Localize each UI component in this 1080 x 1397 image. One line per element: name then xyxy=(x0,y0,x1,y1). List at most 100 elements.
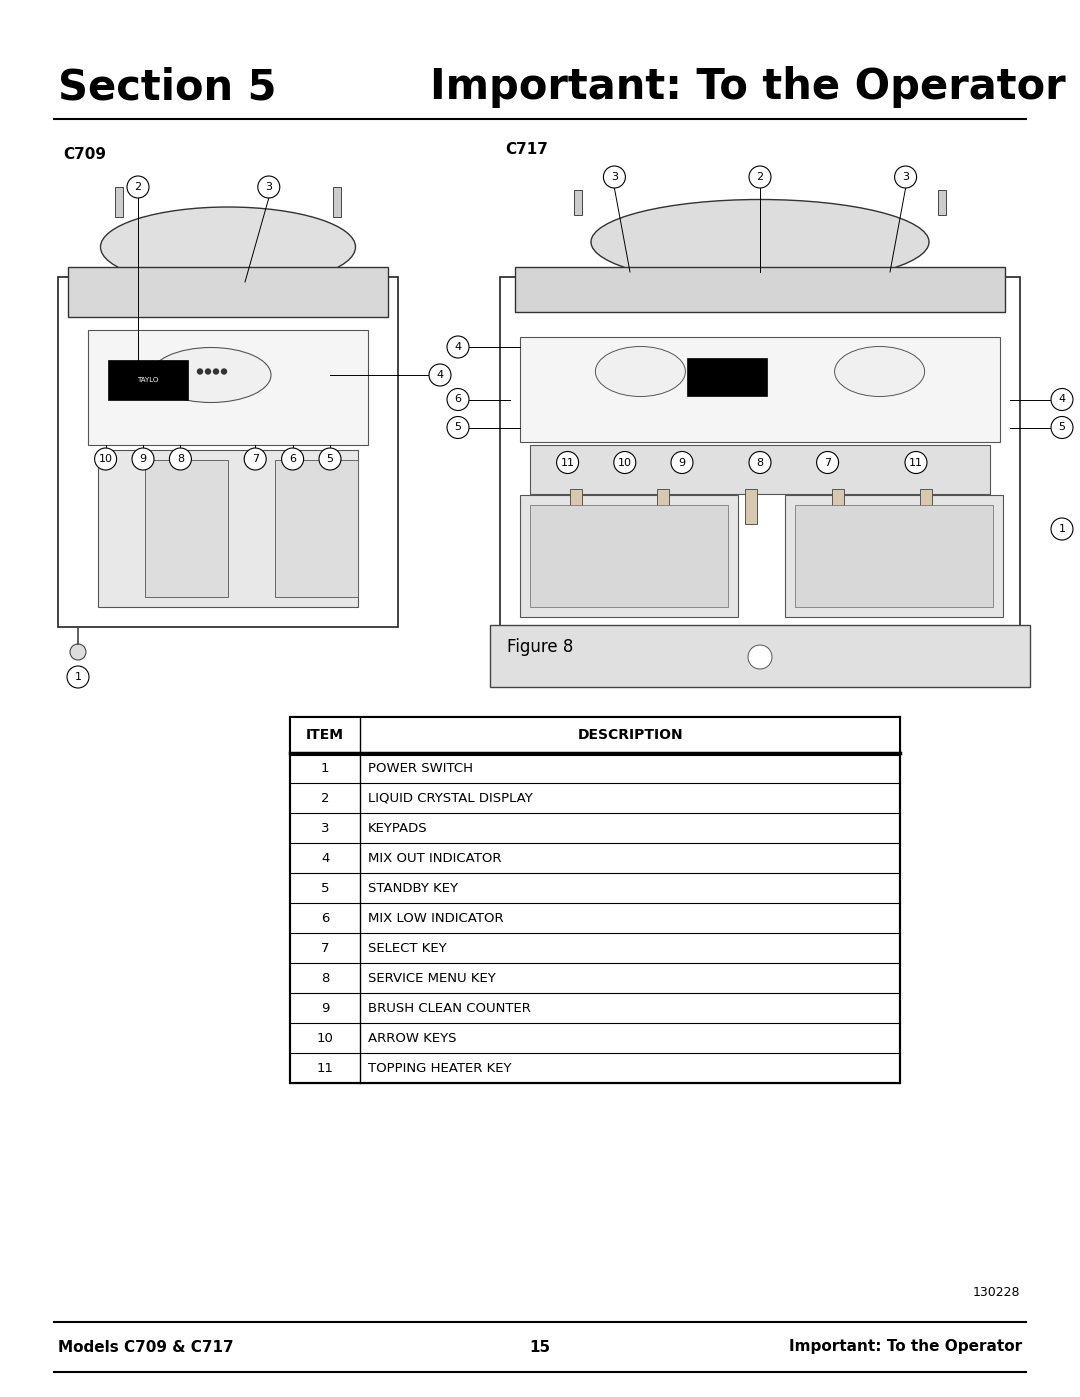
Circle shape xyxy=(258,176,280,198)
Text: 7: 7 xyxy=(321,942,329,954)
Text: 3: 3 xyxy=(266,182,272,191)
Text: 4: 4 xyxy=(1058,394,1066,405)
Ellipse shape xyxy=(151,348,271,402)
Circle shape xyxy=(671,451,693,474)
Text: BRUSH CLEAN COUNTER: BRUSH CLEAN COUNTER xyxy=(368,1002,531,1014)
Bar xyxy=(108,359,188,400)
Circle shape xyxy=(214,369,218,374)
Text: 8: 8 xyxy=(756,457,764,468)
Circle shape xyxy=(67,666,89,687)
Circle shape xyxy=(429,365,451,386)
Circle shape xyxy=(95,448,117,469)
Bar xyxy=(500,277,1020,627)
Text: 4: 4 xyxy=(436,370,444,380)
Text: Section 5: Section 5 xyxy=(58,66,276,108)
Circle shape xyxy=(447,337,469,358)
Circle shape xyxy=(170,448,191,469)
Circle shape xyxy=(70,644,86,659)
Text: 15: 15 xyxy=(529,1340,551,1355)
Text: 1: 1 xyxy=(75,672,81,682)
Bar xyxy=(687,358,767,395)
Circle shape xyxy=(447,416,469,439)
Circle shape xyxy=(132,448,154,469)
Bar xyxy=(87,330,368,446)
Text: 4: 4 xyxy=(455,342,461,352)
Text: Figure 8: Figure 8 xyxy=(507,638,573,657)
Circle shape xyxy=(905,451,927,474)
Bar xyxy=(58,277,399,627)
Text: 2: 2 xyxy=(321,792,329,805)
Bar xyxy=(68,267,388,317)
Circle shape xyxy=(282,448,303,469)
Circle shape xyxy=(750,166,771,189)
Bar xyxy=(795,504,994,608)
Text: 8: 8 xyxy=(177,454,184,464)
Text: 2: 2 xyxy=(134,182,141,191)
Bar xyxy=(530,446,990,495)
Circle shape xyxy=(205,369,211,374)
Text: TAYLO: TAYLO xyxy=(137,377,159,383)
Text: 1: 1 xyxy=(1058,524,1066,534)
Bar xyxy=(745,489,757,524)
Circle shape xyxy=(748,645,772,669)
Circle shape xyxy=(604,166,625,189)
Text: 7: 7 xyxy=(824,457,832,468)
Circle shape xyxy=(1051,518,1074,541)
Circle shape xyxy=(127,176,149,198)
Text: 9: 9 xyxy=(678,457,686,468)
Circle shape xyxy=(319,448,341,469)
Text: MIX LOW INDICATOR: MIX LOW INDICATOR xyxy=(368,911,503,925)
Text: Important: To the Operator: Important: To the Operator xyxy=(430,66,1066,108)
Text: 5: 5 xyxy=(321,882,329,894)
Text: 7: 7 xyxy=(252,454,259,464)
Bar xyxy=(333,187,341,217)
Text: 8: 8 xyxy=(321,971,329,985)
Text: STANDBY KEY: STANDBY KEY xyxy=(368,882,458,894)
Text: 6: 6 xyxy=(455,394,461,405)
Circle shape xyxy=(816,451,838,474)
Circle shape xyxy=(1051,388,1074,411)
Circle shape xyxy=(447,388,469,411)
Text: 10: 10 xyxy=(316,1031,334,1045)
Circle shape xyxy=(1051,416,1074,439)
Ellipse shape xyxy=(835,346,924,397)
Text: 2: 2 xyxy=(756,172,764,182)
Text: 5: 5 xyxy=(455,422,461,433)
Text: 4: 4 xyxy=(321,852,329,865)
Text: Important: To the Operator: Important: To the Operator xyxy=(788,1340,1022,1355)
Bar xyxy=(919,489,932,524)
Text: ARROW KEYS: ARROW KEYS xyxy=(368,1031,457,1045)
Circle shape xyxy=(244,448,266,469)
Text: KEYPADS: KEYPADS xyxy=(368,821,428,834)
Bar xyxy=(939,190,946,215)
Text: 11: 11 xyxy=(909,457,923,468)
Bar xyxy=(291,717,900,1083)
Text: DESCRIPTION: DESCRIPTION xyxy=(578,728,683,742)
Text: 6: 6 xyxy=(289,454,296,464)
Bar xyxy=(573,190,582,215)
Circle shape xyxy=(750,451,771,474)
Bar xyxy=(515,267,1005,312)
Ellipse shape xyxy=(100,207,355,286)
Bar xyxy=(785,495,1003,617)
Bar xyxy=(833,489,845,524)
Text: 11: 11 xyxy=(561,457,575,468)
Text: 5: 5 xyxy=(326,454,334,464)
Text: 1: 1 xyxy=(321,761,329,774)
Text: 9: 9 xyxy=(139,454,147,464)
Text: 3: 3 xyxy=(611,172,618,182)
Bar xyxy=(98,450,357,608)
Text: LIQUID CRYSTAL DISPLAY: LIQUID CRYSTAL DISPLAY xyxy=(368,792,532,805)
Text: 5: 5 xyxy=(1058,422,1066,433)
Text: SERVICE MENU KEY: SERVICE MENU KEY xyxy=(368,971,496,985)
Text: C717: C717 xyxy=(505,142,548,156)
Text: 11: 11 xyxy=(316,1062,334,1074)
Text: Models C709 & C717: Models C709 & C717 xyxy=(58,1340,233,1355)
Text: 10: 10 xyxy=(98,454,112,464)
Bar xyxy=(116,187,123,217)
Text: POWER SWITCH: POWER SWITCH xyxy=(368,761,473,774)
Text: 6: 6 xyxy=(321,911,329,925)
Text: 3: 3 xyxy=(321,821,329,834)
Bar xyxy=(274,460,357,597)
Text: C709: C709 xyxy=(63,147,106,162)
